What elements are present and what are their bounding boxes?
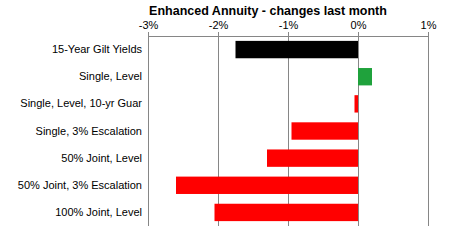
tick-label: -3% (139, 19, 159, 31)
bar (236, 41, 359, 58)
tick: -3% (139, 19, 159, 36)
tick-label: 1% (421, 19, 437, 31)
bar (358, 68, 372, 85)
bar (215, 204, 359, 221)
tick-mark (148, 32, 149, 36)
category-tick: 50% Joint, Level (61, 152, 148, 164)
category-label: Single, Level (79, 70, 142, 82)
tick-mark (288, 32, 289, 36)
grid-line (288, 36, 289, 226)
grid-line (428, 36, 429, 226)
bars (176, 41, 372, 221)
x-axis: -3% -2% -1% 0% 1% (139, 19, 437, 37)
category-tick: 15-Year Gilt Yields (52, 43, 148, 55)
category-label: 50% Joint, Level (61, 152, 142, 164)
tick-label: -2% (209, 19, 229, 31)
grid (148, 36, 428, 226)
category-tick: Single, Level (79, 70, 148, 82)
tick-mark (428, 32, 429, 36)
tick-mark (218, 32, 219, 36)
bar (176, 177, 358, 194)
tick: 1% (421, 19, 437, 36)
category-tick: Single, 3% Escalation (36, 125, 148, 137)
category-label: 15-Year Gilt Yields (52, 43, 143, 55)
category-tick: 50% Joint, 3% Escalation (18, 179, 148, 191)
title: Enhanced Annuity - changes last month (149, 4, 387, 18)
tick-label: 0% (351, 19, 367, 31)
chart: Enhanced Annuity - changes last month-3%… (0, 0, 450, 241)
bar (267, 149, 358, 166)
bar (355, 95, 359, 112)
grid-line (148, 36, 149, 226)
y-axis: 15-Year Gilt Yields Single, Level Single, … (18, 43, 148, 218)
category-label: Single, Level, 10-yr Guar (20, 97, 142, 109)
tick: 0% (351, 19, 367, 36)
category-label: 50% Joint, 3% Escalation (18, 179, 142, 191)
bar (292, 122, 359, 139)
category-label: Single, 3% Escalation (36, 125, 142, 137)
tick-mark (358, 32, 359, 36)
tick: -1% (279, 19, 299, 36)
category-label: 100% Joint, Level (55, 206, 142, 218)
axis-line (149, 36, 429, 37)
tick-label: -1% (279, 19, 299, 31)
plot: -3% -2% -1% 0% 1% 15-Year Gilt Yields Single, … (18, 19, 437, 226)
grid-line (218, 36, 219, 226)
category-tick: 100% Joint, Level (55, 206, 148, 218)
category-tick: Single, Level, 10-yr Guar (20, 97, 148, 109)
tick: -2% (209, 19, 229, 36)
